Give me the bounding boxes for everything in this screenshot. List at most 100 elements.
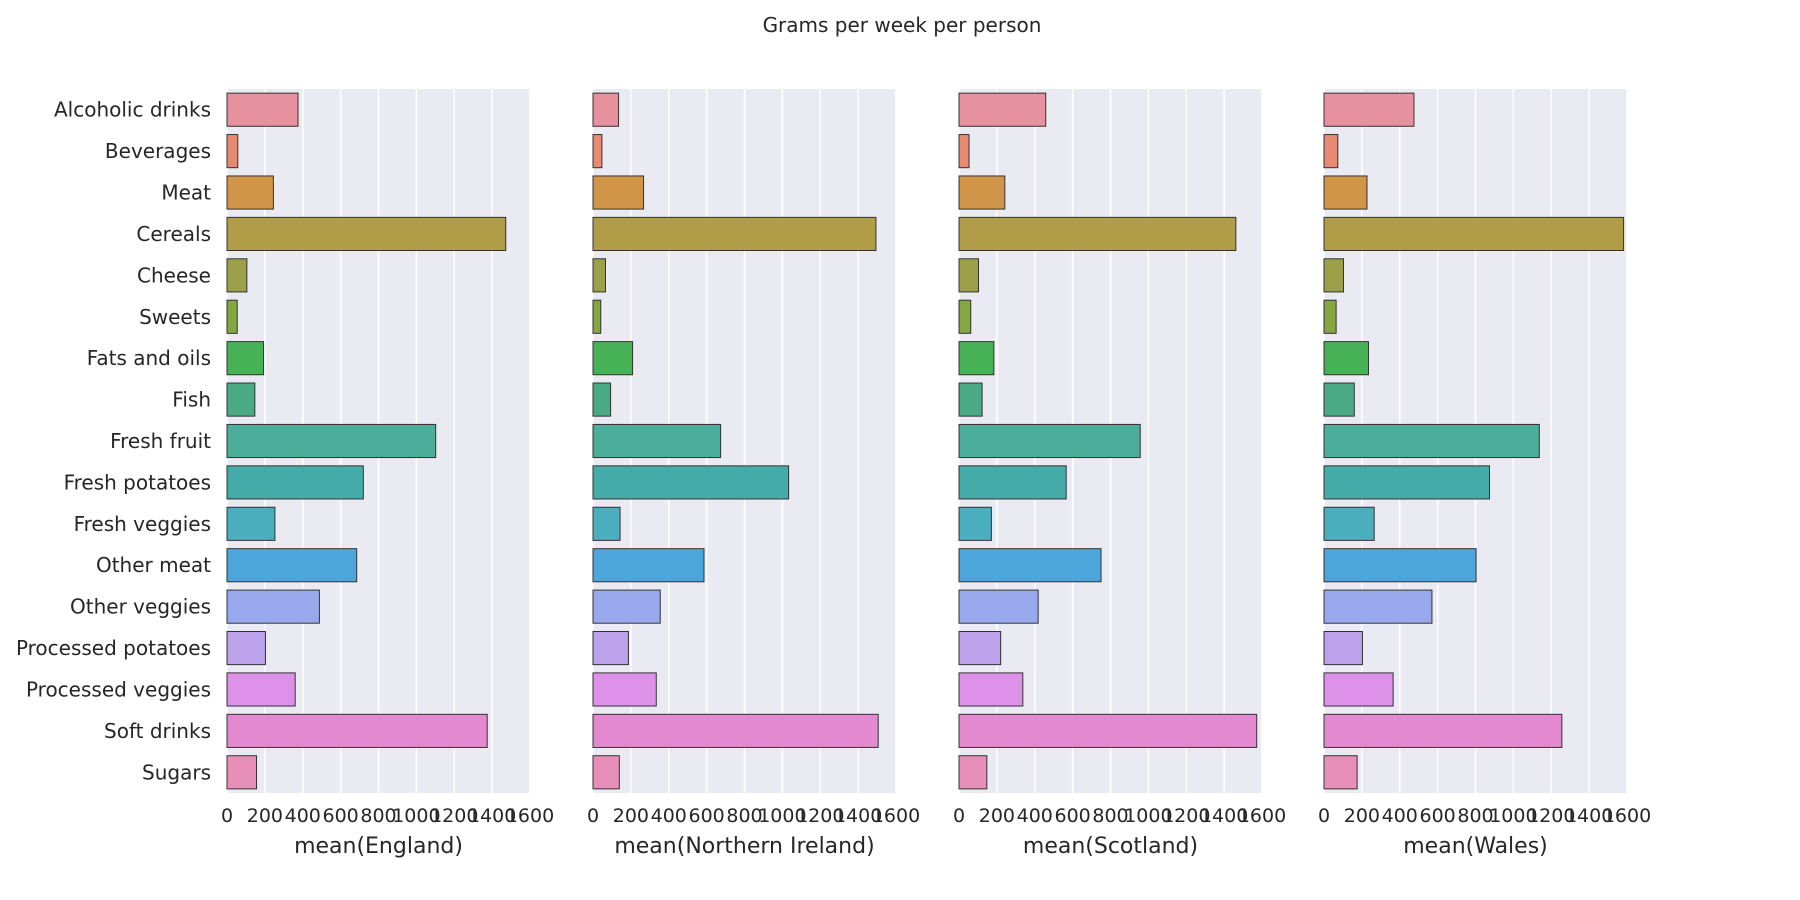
bar [1323, 465, 1491, 500]
x-tick-label: 600 [688, 805, 724, 827]
bar [958, 134, 970, 169]
bar [226, 465, 364, 500]
bar [958, 92, 1047, 127]
bar [592, 423, 722, 459]
x-tick-label: 1000 [758, 805, 806, 827]
x-tick-label: 600 [1419, 805, 1455, 827]
y-tick-label: Other meat [96, 553, 211, 577]
bar [592, 548, 705, 583]
y-tick-label: Cheese [137, 263, 211, 287]
bar [1323, 216, 1625, 252]
x-tick-label: 400 [651, 805, 687, 827]
bar [226, 341, 265, 376]
bar [226, 134, 239, 169]
x-tick-label: 1200 [1162, 805, 1210, 827]
x-tick-label: 1200 [796, 805, 844, 827]
bar [592, 672, 657, 707]
bar [1323, 92, 1415, 127]
bar [958, 713, 1258, 748]
bar [1323, 589, 1433, 624]
bar [592, 755, 620, 790]
y-tick-label: Fresh fruit [110, 429, 211, 453]
bar [1323, 134, 1339, 169]
x-axis-label: mean(England) [294, 834, 463, 859]
bar [592, 713, 879, 748]
y-tick-label: Alcoholic drinks [54, 98, 211, 122]
bar [958, 299, 972, 334]
bar [592, 341, 634, 376]
y-tick-label: Meat [161, 181, 211, 205]
x-tick-label: 1400 [1565, 805, 1613, 827]
x-tick-label: 1200 [430, 805, 478, 827]
bar [226, 258, 248, 293]
x-tick-label: 200 [979, 805, 1015, 827]
bar [592, 630, 629, 666]
y-tick-label: Sweets [139, 305, 211, 329]
bar [958, 175, 1006, 210]
bar [958, 341, 995, 376]
bar [1323, 341, 1370, 376]
y-tick-label: Processed veggies [26, 677, 211, 701]
x-tick-label: 800 [1457, 805, 1493, 827]
x-axis-label: mean(Northern Ireland) [614, 834, 874, 859]
bar [592, 589, 661, 624]
x-tick-label: 1400 [834, 805, 882, 827]
x-tick-label: 400 [1017, 805, 1053, 827]
bar [226, 630, 266, 666]
x-tick-label: 1000 [1489, 805, 1537, 827]
bar [1323, 672, 1394, 707]
x-tick-label: 1600 [506, 805, 554, 827]
bar [226, 216, 507, 252]
bar [592, 216, 877, 252]
bar [226, 382, 256, 417]
x-tick-label: 0 [953, 805, 965, 827]
bar [592, 258, 606, 293]
bar [958, 672, 1024, 707]
bar [226, 672, 296, 707]
bar [592, 382, 612, 417]
x-tick-label: 200 [247, 805, 283, 827]
x-tick-label: 0 [587, 805, 599, 827]
bar [958, 216, 1237, 252]
chart-title: Grams per week per person [763, 13, 1042, 37]
bar [1323, 630, 1363, 666]
x-tick-label: 1000 [392, 805, 440, 827]
bar [958, 465, 1067, 500]
bar [226, 175, 274, 210]
bar [958, 382, 983, 417]
x-tick-label: 0 [1318, 805, 1330, 827]
bar [958, 258, 980, 293]
x-axis-label: mean(Wales) [1403, 834, 1548, 859]
bar [1323, 258, 1345, 293]
bar [226, 755, 258, 790]
y-tick-label: Soft drinks [104, 719, 211, 743]
x-tick-label: 1600 [1238, 805, 1286, 827]
x-tick-label: 0 [221, 805, 233, 827]
bar [1323, 299, 1337, 334]
x-tick-label: 600 [1054, 805, 1090, 827]
bar [592, 175, 645, 210]
x-tick-label: 600 [322, 805, 358, 827]
x-tick-label: 1400 [468, 805, 516, 827]
x-tick-label: 400 [285, 805, 321, 827]
bar [592, 299, 602, 334]
x-tick-label: 400 [1382, 805, 1418, 827]
bar [958, 423, 1141, 459]
bar [1323, 548, 1477, 583]
x-tick-label: 1600 [872, 805, 920, 827]
bar [226, 92, 299, 127]
x-tick-label: 1000 [1124, 805, 1172, 827]
x-tick-label: 200 [1344, 805, 1380, 827]
bar [1323, 506, 1375, 541]
bar [958, 506, 992, 541]
y-tick-label: Fresh veggies [74, 512, 211, 536]
y-tick-label: Fish [172, 388, 211, 412]
x-axis-label: mean(Scotland) [1023, 834, 1198, 859]
bar [1323, 713, 1563, 748]
bar [226, 506, 276, 541]
x-tick-label: 800 [1092, 805, 1128, 827]
bar [592, 134, 603, 169]
bar [226, 299, 238, 334]
